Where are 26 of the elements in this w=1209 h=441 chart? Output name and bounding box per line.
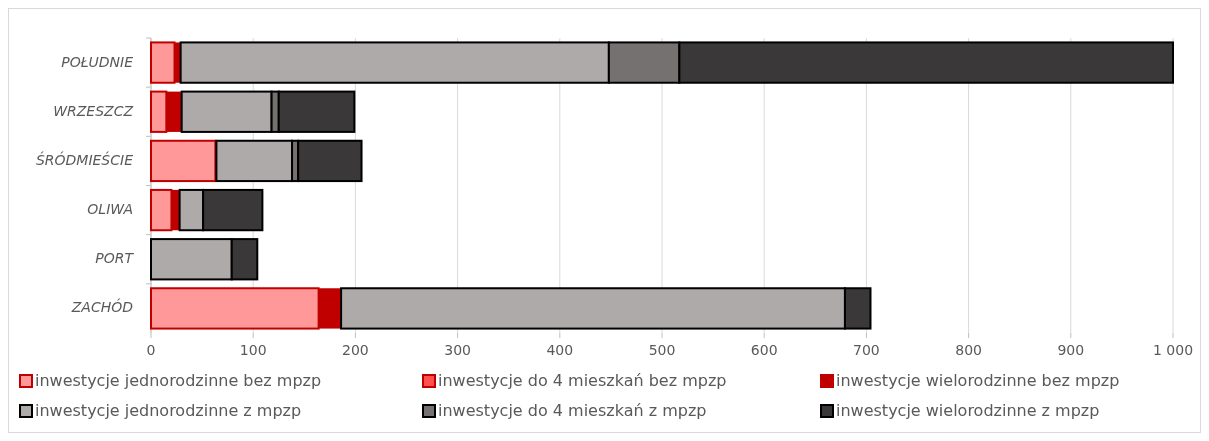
- y-tick-label: ŚRÓDMIEŚCIE: [35, 150, 134, 168]
- legend-label: inwestycje do 4 mieszkań bez mpzp: [438, 370, 727, 390]
- bar: [150, 41, 176, 84]
- y-tick-label: OLIWA: [87, 201, 133, 218]
- legend-label: inwestycje wielorodzinne z mpzp: [836, 400, 1100, 420]
- x-tick-label: 500: [648, 342, 676, 358]
- x-tick-label: 700: [853, 342, 880, 358]
- legend-label: inwestycje do 4 mieszkań z mpzp: [438, 400, 707, 420]
- x-tick-label: 300: [444, 342, 471, 358]
- y-tick-label: PORT: [95, 250, 135, 267]
- bar: [150, 139, 217, 183]
- x-tick-label: 0: [146, 342, 156, 358]
- bar: [215, 139, 294, 183]
- x-tick-label: 800: [955, 342, 982, 358]
- y-tick-label: POŁUDNIE: [61, 53, 134, 70]
- legend-label: inwestycje wielorodzinne bez mpzp: [836, 370, 1120, 390]
- y-tick-label: WRZESZCZ: [53, 102, 134, 119]
- x-tick-label: 100: [239, 342, 267, 358]
- x-tick-label: 1 000: [1152, 342, 1194, 358]
- y-tick-label: ZACHÓD: [70, 298, 134, 316]
- x-tick-label: 600: [750, 342, 778, 358]
- legend-label: inwestycje jednorodzinne z mpzp: [35, 400, 302, 420]
- x-tick-label: 400: [546, 342, 574, 358]
- legend-label: inwestycje jednorodzinne bez mpzp: [35, 370, 322, 390]
- x-tick-label: 900: [1057, 342, 1085, 358]
- x-tick-label: 200: [342, 342, 369, 358]
